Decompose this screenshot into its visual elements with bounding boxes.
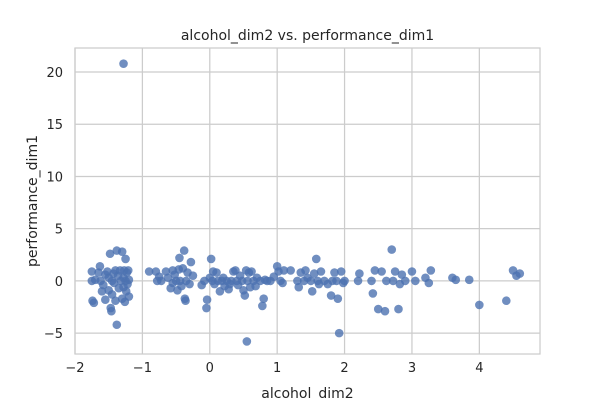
data-point <box>87 267 97 276</box>
chart-title: alcohol_dim2 vs. performance_dim1 <box>181 28 434 44</box>
data-point <box>181 296 190 306</box>
data-point <box>387 245 397 254</box>
data-point <box>326 291 336 300</box>
data-point <box>240 291 250 300</box>
data-point <box>175 253 184 263</box>
data-point <box>411 276 420 286</box>
x-tick-label: 3 <box>408 361 416 376</box>
data-point <box>464 275 474 285</box>
x-tick-label: 4 <box>475 361 483 376</box>
data-point <box>212 268 221 277</box>
y-tick-label: 10 <box>46 170 63 185</box>
data-point <box>105 249 115 259</box>
data-point <box>156 276 166 286</box>
data-point <box>333 294 343 303</box>
data-point <box>311 254 321 264</box>
data-point <box>247 267 256 276</box>
data-point <box>124 275 134 285</box>
data-point <box>373 304 383 314</box>
data-point <box>368 289 378 298</box>
data-point <box>301 266 310 275</box>
data-point <box>111 296 120 306</box>
grid-lines <box>74 48 540 354</box>
y-tick-label: 20 <box>46 66 63 81</box>
data-point <box>144 267 154 276</box>
x-tick-label: 0 <box>206 361 214 376</box>
data-point <box>185 279 194 289</box>
data-point <box>400 276 410 286</box>
data-point <box>107 306 116 316</box>
data-point <box>307 287 317 296</box>
data-point <box>179 246 189 255</box>
data-point <box>112 320 122 330</box>
y-tick-label: −5 <box>44 327 63 342</box>
data-point <box>382 276 391 286</box>
data-point <box>390 267 400 276</box>
axes-border <box>74 47 541 355</box>
data-point <box>117 247 127 256</box>
data-point <box>332 276 341 286</box>
data-point <box>370 266 380 275</box>
data-point <box>426 266 436 275</box>
data-point <box>95 261 105 271</box>
data-point <box>202 295 212 304</box>
data-point <box>259 294 268 303</box>
data-point <box>89 298 99 308</box>
data-point <box>394 304 403 314</box>
y-tick-label: 0 <box>55 275 63 290</box>
data-point <box>340 276 349 286</box>
axes-frame <box>74 47 541 355</box>
data-point <box>451 275 461 285</box>
data-point <box>407 267 417 276</box>
data-point <box>186 257 196 267</box>
data-point <box>294 282 304 292</box>
data-point <box>353 276 363 286</box>
tick-labels: −2 −1 0 1 2 3 4 −5 0 5 10 15 20 <box>44 66 484 376</box>
data-point <box>123 266 133 275</box>
data-points <box>87 59 525 346</box>
x-axis-label: alcohol_dim2 <box>261 386 353 400</box>
x-tick-label: −1 <box>133 361 152 376</box>
data-point <box>380 306 390 316</box>
data-point <box>515 269 525 278</box>
data-point <box>101 295 110 304</box>
data-point <box>330 268 339 277</box>
data-point <box>367 276 376 286</box>
data-point <box>124 292 134 301</box>
data-point <box>202 303 211 313</box>
x-tick-label: 2 <box>340 361 348 376</box>
y-tick-label: 5 <box>55 223 63 238</box>
data-point <box>502 296 511 306</box>
data-point <box>334 328 344 338</box>
data-point <box>355 269 364 278</box>
x-tick-label: −2 <box>65 361 84 376</box>
data-point <box>286 266 295 275</box>
data-point <box>258 301 267 311</box>
data-point <box>309 269 319 278</box>
data-point <box>279 266 289 275</box>
data-point <box>121 254 130 264</box>
data-point <box>206 254 216 264</box>
data-point <box>119 59 128 68</box>
data-point <box>99 280 108 290</box>
data-point <box>336 267 346 276</box>
data-point <box>278 278 287 288</box>
data-point <box>316 267 326 276</box>
data-point <box>377 267 386 276</box>
data-point <box>388 276 398 286</box>
data-point <box>424 278 434 288</box>
y-tick-label: 15 <box>46 118 63 133</box>
data-point <box>188 271 198 280</box>
data-point <box>475 300 484 310</box>
data-point <box>242 337 252 346</box>
y-axis-label: performance_dim1 <box>25 135 41 267</box>
plot-area <box>75 48 540 354</box>
x-tick-label: 1 <box>273 361 281 376</box>
data-point <box>306 276 316 286</box>
